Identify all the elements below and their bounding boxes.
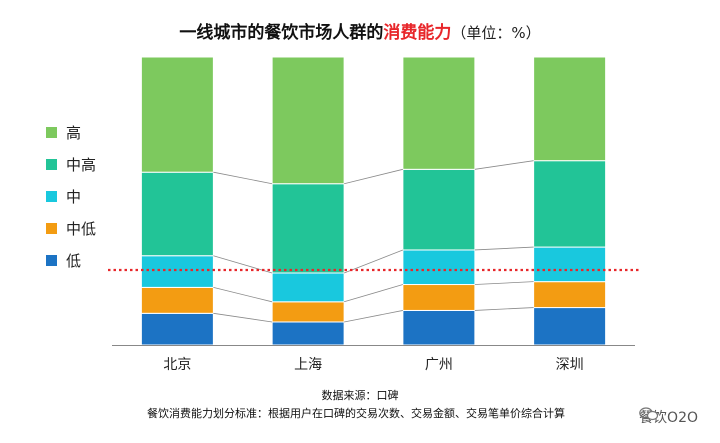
bar-segment xyxy=(271,183,345,274)
legend-label: 中 xyxy=(66,187,82,206)
legend-label: 中低 xyxy=(66,219,97,238)
standard-note: 餐饮消费能力划分标准：根据用户在口碑的交易次数、交易金额、交易笔单价综合计算 xyxy=(147,407,565,420)
legend-swatch xyxy=(46,222,57,234)
legend-item: 中低 xyxy=(46,212,96,244)
source-note: 数据来源：口碑 xyxy=(321,389,399,402)
connector-line xyxy=(344,168,403,185)
legend-swatch xyxy=(46,254,57,266)
bar-segment xyxy=(140,312,214,346)
bar-segment xyxy=(140,286,214,314)
title-accent: 消费能力 xyxy=(383,23,452,43)
bar-segment xyxy=(533,246,607,283)
legend-label: 低 xyxy=(66,251,82,270)
wechat-icon xyxy=(639,407,659,421)
title-unit: （单位：%） xyxy=(451,24,541,42)
bar-segment xyxy=(140,255,214,288)
legend-swatch xyxy=(46,190,57,202)
connector-line xyxy=(474,246,534,251)
chart-title: 一线城市的餐饮市场人群的消费能力（单位：%） xyxy=(0,18,720,43)
connector-line xyxy=(474,160,534,170)
bar-segment xyxy=(402,56,476,170)
connector-line xyxy=(213,312,273,323)
legend: 高中高中中低低 xyxy=(46,116,96,276)
connector-line xyxy=(213,171,273,185)
bar-segment xyxy=(402,309,476,346)
bar-segment xyxy=(140,56,214,173)
category-label: 北京 xyxy=(163,357,191,373)
connector-line xyxy=(344,284,403,303)
title-main: 一线城市的餐饮市场人群的 xyxy=(179,23,384,43)
bar-segment xyxy=(402,284,476,311)
connector-line xyxy=(343,249,404,274)
bar-segment xyxy=(402,249,476,286)
category-label: 深圳 xyxy=(556,357,584,373)
bar-segment xyxy=(533,307,607,346)
connector-line xyxy=(213,287,273,303)
legend-item: 高 xyxy=(46,116,96,148)
bar-segment xyxy=(140,171,214,257)
connector-line xyxy=(474,281,534,285)
bar-segment xyxy=(533,281,607,309)
legend-item: 中 xyxy=(46,180,96,212)
bar-segment xyxy=(271,56,345,185)
connector-line xyxy=(474,307,534,311)
legend-label: 中高 xyxy=(66,155,97,174)
legend-swatch xyxy=(46,126,57,138)
legend-swatch xyxy=(46,158,57,170)
legend-label: 高 xyxy=(66,123,82,142)
category-label: 广州 xyxy=(425,357,453,373)
bar-segment xyxy=(271,272,345,303)
bar-segment xyxy=(271,301,345,323)
watermark: 餐饮O2O xyxy=(639,407,698,427)
legend-item: 低 xyxy=(46,244,96,276)
bar-segment xyxy=(402,168,476,251)
bar-segment xyxy=(533,160,607,248)
legend-item: 中高 xyxy=(46,148,96,180)
bar-segment xyxy=(271,321,345,346)
connector-line xyxy=(344,310,403,323)
bar-segment xyxy=(533,56,607,162)
category-label: 上海 xyxy=(294,357,322,373)
